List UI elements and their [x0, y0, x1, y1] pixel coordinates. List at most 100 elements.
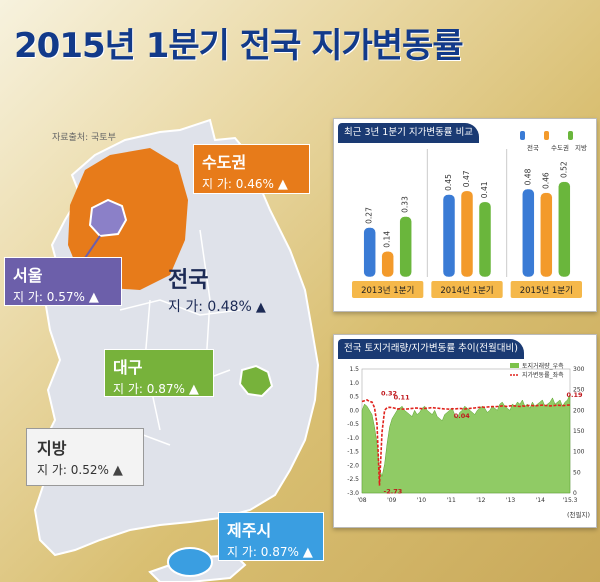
seoul-region-shape: [88, 198, 128, 238]
data-label: 0.41: [480, 181, 489, 198]
page-title: 2015년 1분기 전국 지가변동률: [14, 26, 464, 66]
legend-swatch: [510, 363, 519, 368]
data-label: 0.45: [444, 174, 453, 191]
bar: [363, 227, 376, 278]
bar: [381, 251, 394, 278]
up-arrow-icon: ▲: [112, 463, 123, 478]
up-arrow-icon: ▲: [188, 382, 199, 397]
bar: [558, 181, 571, 278]
y-right-tick: 250: [573, 387, 585, 394]
line-chart-title: 전국 토지거래량/지가변동률 추이(전월대비): [338, 339, 524, 359]
daegu-name: 대구: [113, 358, 143, 377]
y-left-tick: 1.5: [349, 366, 359, 373]
y-left-tick: 1.0: [349, 380, 359, 387]
y-right-tick: 50: [573, 469, 581, 476]
area-series: [361, 393, 571, 494]
x-tick-label: '15.3: [562, 497, 577, 504]
y-right-tick: 0: [573, 490, 577, 497]
category-bg: [510, 281, 582, 298]
seoul-callout-line: [84, 235, 101, 259]
bar: [442, 194, 456, 278]
line-chart-panel: 전국 토지거래량/지가변동률 추이(전월대비) 1.5 1.0 0.5 0.0 -0.5…: [333, 334, 597, 528]
seoul-region-label: 서울 지 가: 0.57% ▲: [4, 257, 122, 306]
x-tick-label: '08: [357, 497, 366, 504]
bar: [478, 201, 492, 278]
x-tick-label: '12: [476, 497, 485, 504]
annotation-label: 0.11: [394, 393, 411, 401]
bar: [460, 190, 474, 278]
bar-chart-title: 최근 3년 1분기 지가변동률 비교: [338, 123, 480, 143]
up-arrow-icon: ▲: [277, 177, 288, 192]
legend-label: 수도권: [551, 144, 569, 152]
y-left-tick: -0.5: [347, 421, 359, 428]
y-left-tick: -3.0: [347, 490, 359, 497]
annotation-label: -2.73: [384, 488, 403, 496]
legend-label: 지방: [575, 143, 587, 152]
data-label: 0.14: [383, 231, 392, 248]
data-label: 0.48: [523, 168, 532, 185]
data-label: 0.52: [559, 161, 568, 178]
x-tick-label: '14: [536, 497, 545, 504]
y-right-tick: 150: [573, 428, 585, 435]
daegu-region-label: 대구 지 가: 0.87% ▲: [104, 349, 214, 397]
annotation-label: 0.32: [381, 390, 397, 398]
bar: [399, 216, 412, 278]
jeju-name: 제주시: [227, 521, 272, 540]
local-name: 지방: [37, 439, 67, 458]
legend-swatch: [544, 131, 549, 140]
line-chart: 1.5 1.0 0.5 0.0 -0.5 -1.0 -1.5 -2.0 -2.5 -3.0 300 2…: [347, 362, 590, 519]
x-tick-label: '10: [417, 497, 426, 504]
legend-swatch: [568, 131, 573, 140]
category-bg: [352, 281, 424, 298]
bar: [540, 192, 553, 278]
daegu-region-shape: [238, 364, 274, 398]
bar-chart: 전국 수도권 지방 0.27 0.14 0.33 2013년 1분기 0.45 0.47 0.41…: [352, 131, 587, 298]
annotation-label: 0.04: [454, 412, 471, 420]
up-arrow-icon: ▲: [88, 290, 99, 305]
x-tick-label: '11: [446, 497, 455, 504]
y-right-tick: 200: [573, 407, 585, 414]
jeju-region-label: 제주시 지 가: 0.87% ▲: [218, 512, 324, 561]
annotation-label: 0.19: [566, 391, 583, 399]
x-tick-label: '09: [387, 497, 396, 504]
local-region-label: 지방 지 가: 0.52% ▲: [26, 428, 144, 486]
y-left-tick: -1.5: [347, 449, 359, 456]
legend-label: 전국: [527, 143, 539, 152]
x-tick-label: '13: [506, 497, 515, 504]
data-label: 0.33: [401, 196, 410, 213]
local-value: 지 가: 0.52%: [37, 463, 109, 477]
jeju-value: 지 가: 0.87%: [227, 545, 299, 559]
data-label: 0.47: [462, 170, 471, 187]
unit-note: (천필지): [567, 510, 590, 519]
category-bg: [431, 281, 503, 298]
national-value: 지 가: 0.48%: [168, 299, 252, 315]
legend-swatch: [520, 131, 525, 140]
capital-value: 지 가: 0.46%: [202, 177, 274, 191]
capital-region-label: 수도권 지 가: 0.46% ▲: [193, 144, 310, 194]
x-tick-label: 2014년 1분기: [440, 285, 493, 296]
capital-region-shape: [68, 148, 188, 290]
y-right-tick: 300: [573, 366, 585, 373]
up-arrow-icon: ▲: [255, 300, 266, 315]
up-arrow-icon: ▲: [302, 545, 313, 560]
y-right-tick: 100: [573, 449, 585, 456]
x-tick-label: 2015년 1분기: [520, 285, 573, 296]
y-left-tick: -2.5: [347, 476, 359, 483]
bar-chart-panel: 최근 3년 1분기 지가변동률 비교 전국 수도권 지방 0.27 0.14 0.33 20…: [333, 118, 597, 312]
daegu-value: 지 가: 0.87%: [113, 382, 185, 396]
legend-label: 지가변동률_좌측: [522, 371, 564, 379]
seoul-value: 지 가: 0.57%: [13, 290, 85, 304]
y-left-tick: 0.5: [349, 394, 359, 401]
bar: [522, 188, 535, 278]
data-label: 0.27: [365, 207, 374, 224]
source-note: 자료출처: 국토부: [52, 133, 116, 143]
y-left-tick: 0.0: [349, 407, 359, 414]
y-left-tick: -1.0: [347, 435, 359, 442]
data-label: 0.46: [541, 172, 550, 189]
legend-label: 토지거래량_우측: [522, 362, 564, 370]
capital-name: 수도권: [202, 153, 247, 172]
y-left-tick: -2.0: [347, 462, 359, 469]
x-tick-label: 2013년 1분기: [361, 285, 414, 296]
jeju-city-shape: [167, 547, 213, 577]
